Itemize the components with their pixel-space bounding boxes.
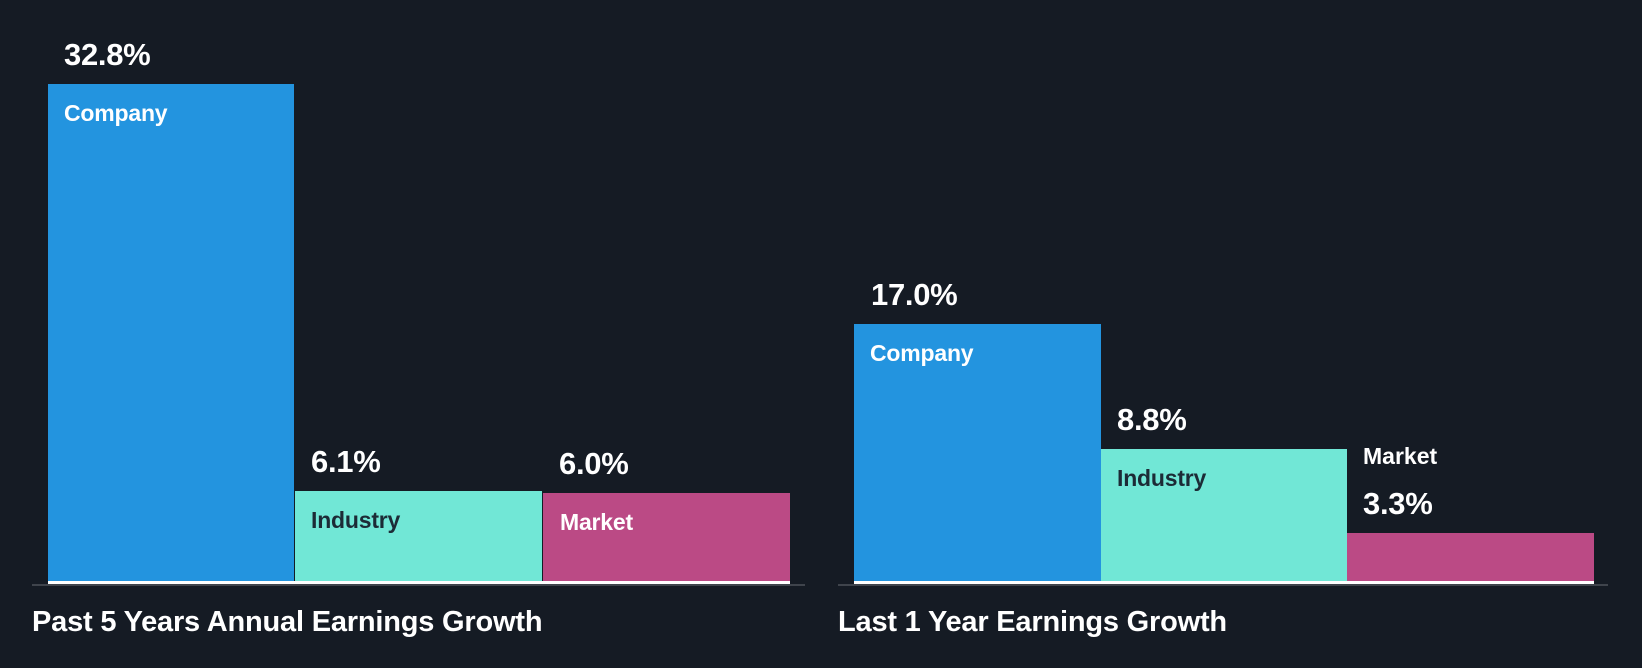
x-axis-line — [32, 584, 805, 586]
industry-value-label: 6.1% — [311, 444, 381, 479]
market-bar-label: Market — [1363, 443, 1438, 469]
market-bar — [1347, 533, 1594, 584]
company-bar: Company — [48, 84, 294, 584]
market-value-label: 3.3% — [1363, 486, 1433, 521]
company-bar-label: Company — [64, 100, 168, 126]
market-value-label: 6.0% — [559, 446, 629, 481]
bar-baseline — [854, 581, 1594, 584]
company-bar-label: Company — [870, 340, 974, 366]
company-value-label: 32.8% — [64, 37, 151, 72]
industry-bar-label: Industry — [311, 507, 401, 533]
industry-bar: Industry — [1101, 449, 1347, 584]
company-bar: Company — [854, 324, 1101, 584]
market-bar-label: Market — [560, 509, 633, 535]
chart-past-5-years: 32.8% Company 6.1% Industry 6.0% Market … — [32, 37, 805, 638]
industry-value-label: 8.8% — [1117, 402, 1187, 437]
company-value-label: 17.0% — [871, 277, 958, 312]
industry-bar-label: Industry — [1117, 465, 1207, 491]
bar-baseline — [48, 581, 790, 584]
chart-title: Past 5 Years Annual Earnings Growth — [32, 606, 543, 638]
chart-title: Last 1 Year Earnings Growth — [838, 606, 1227, 638]
x-axis-line — [838, 584, 1608, 586]
industry-bar: Industry — [295, 491, 542, 584]
market-bar: Market — [543, 493, 790, 584]
